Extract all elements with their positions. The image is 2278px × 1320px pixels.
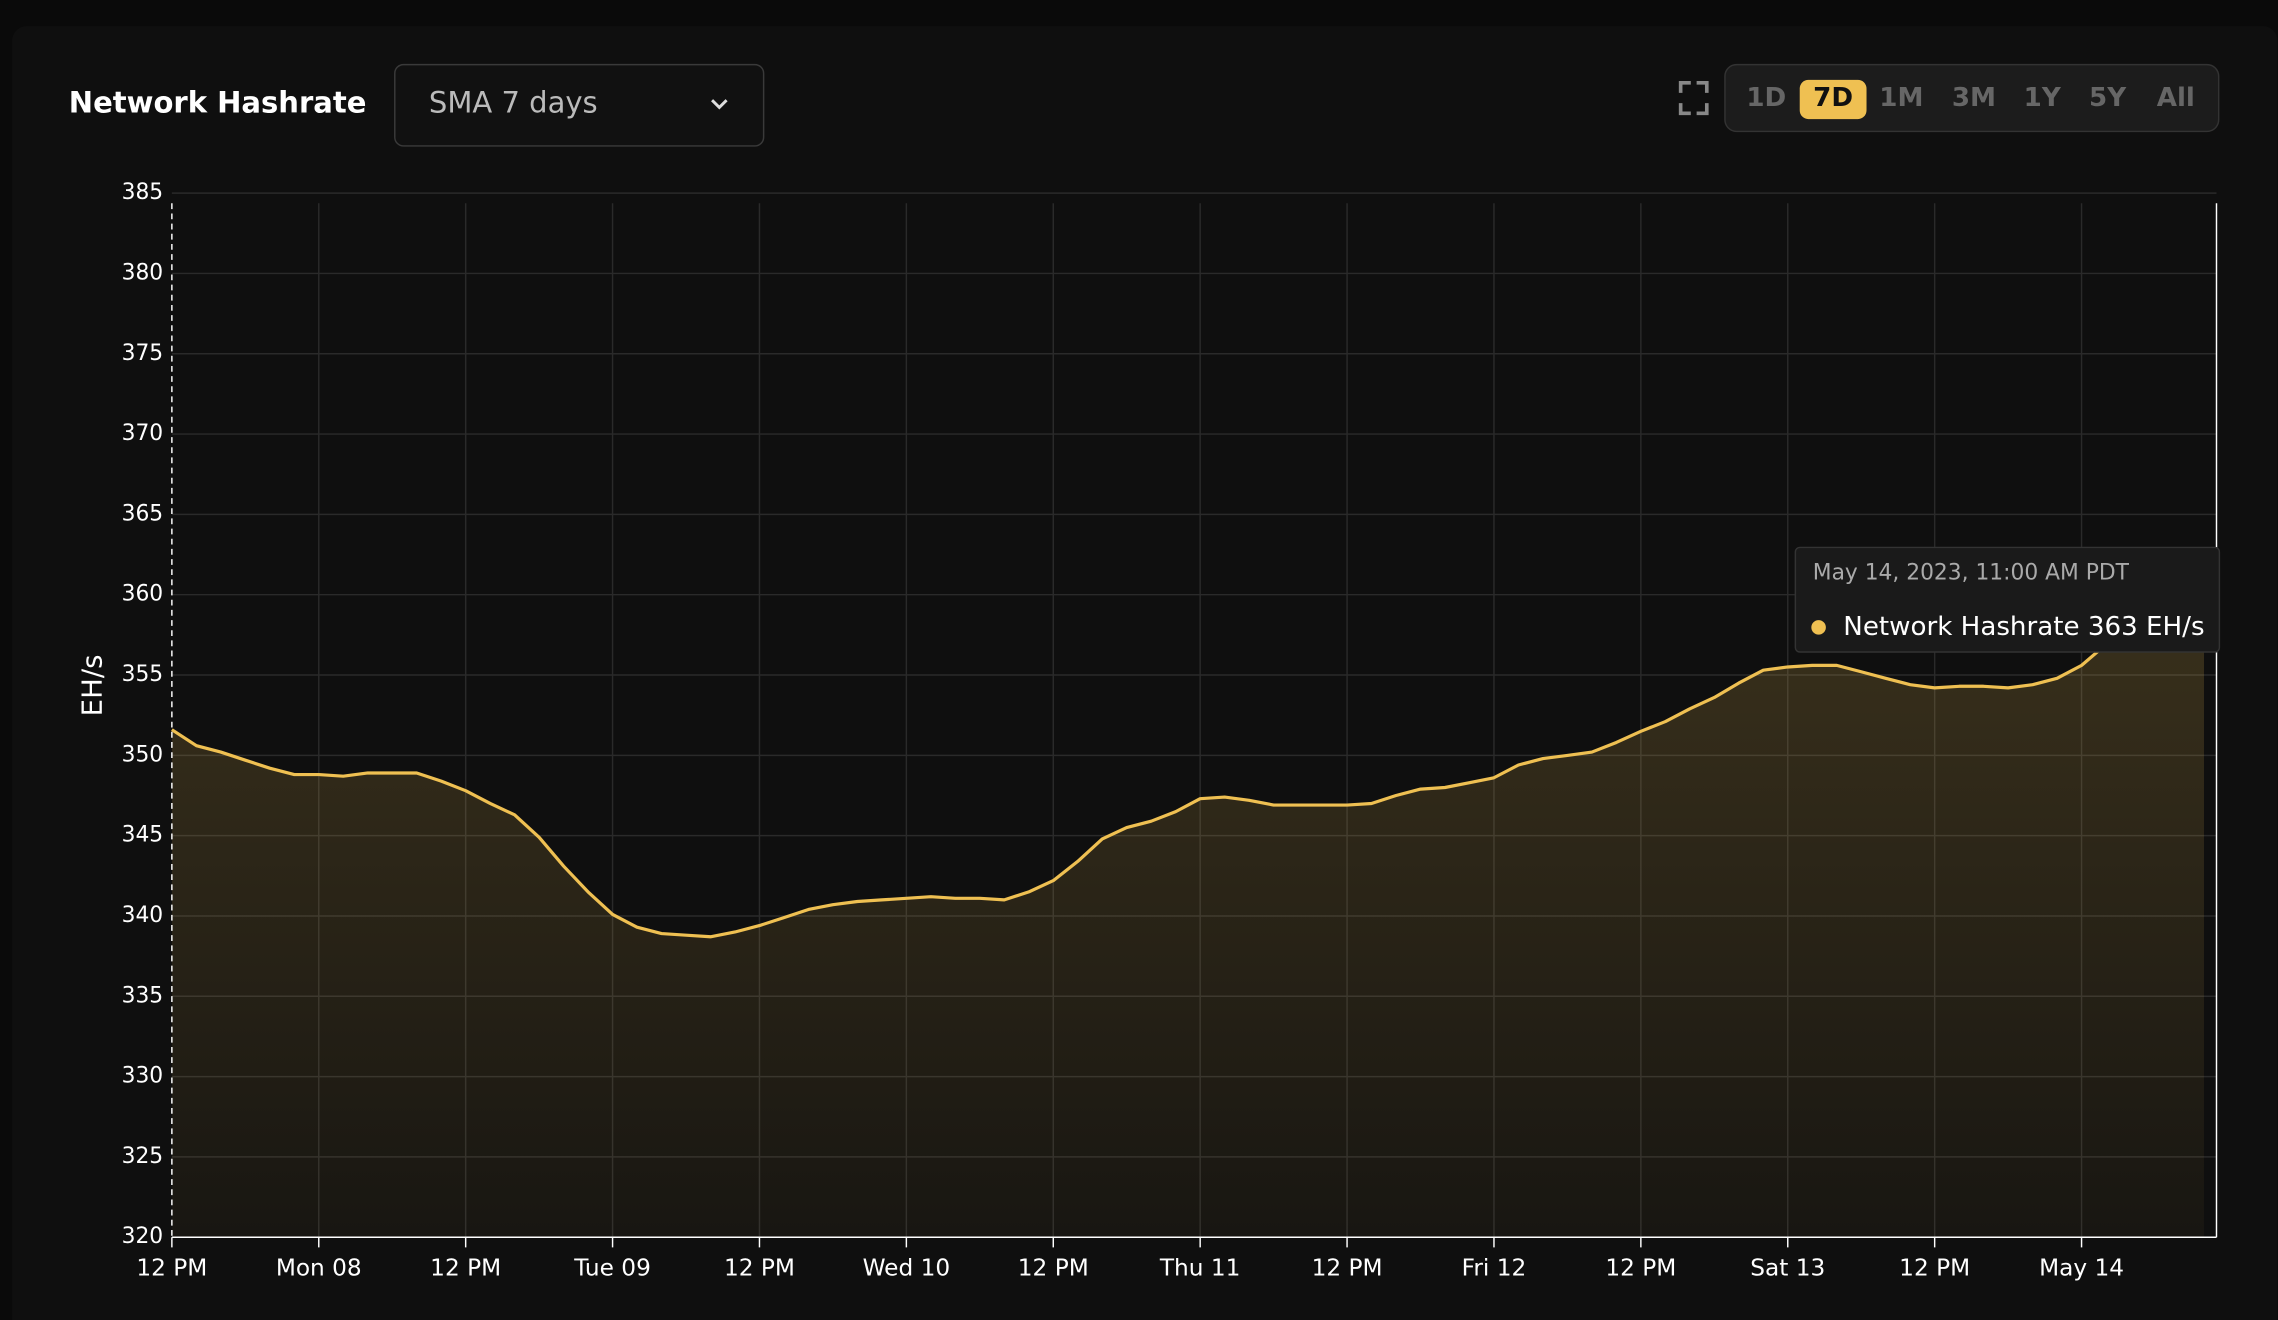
y-tick-label: 365 xyxy=(122,501,164,526)
x-tick-label: Sat 13 xyxy=(1750,1255,1825,1282)
tooltip-dot xyxy=(1811,620,1826,635)
tooltip xyxy=(1794,546,2221,653)
x-tick-label: Tue 09 xyxy=(573,1255,651,1282)
x-tick-label: 12 PM xyxy=(1018,1255,1089,1282)
x-tick-label: Wed 10 xyxy=(863,1255,951,1282)
y-tick-label: 375 xyxy=(122,341,164,366)
y-tick-label: 330 xyxy=(122,1064,164,1089)
x-tick-label: 12 PM xyxy=(1312,1255,1383,1282)
y-tick-label: 350 xyxy=(122,742,164,767)
y-tick-label: 340 xyxy=(122,903,164,928)
x-tick-label: 12 PM xyxy=(724,1255,795,1282)
y-tick-label: 355 xyxy=(122,662,164,687)
range-button[interactable]: 1M xyxy=(1879,83,1923,113)
y-tick-label: 320 xyxy=(122,1224,164,1249)
chart-title: Network Hashrate xyxy=(69,86,367,120)
x-tick-label: 12 PM xyxy=(1899,1255,1970,1282)
y-tick-label: 325 xyxy=(122,1144,164,1169)
x-tick-label: 12 PM xyxy=(1605,1255,1676,1282)
x-tick-label: Thu 11 xyxy=(1159,1255,1241,1282)
select-box[interactable] xyxy=(394,63,765,147)
line xyxy=(170,551,2206,939)
x-tick-label: 12 PM xyxy=(136,1255,207,1282)
range-button[interactable]: 7D xyxy=(1813,83,1853,113)
x-tick-label: Mon 08 xyxy=(276,1255,362,1282)
y-tick-label: 345 xyxy=(122,823,164,848)
y-tick-label: 385 xyxy=(122,180,164,205)
y-tick-label: 335 xyxy=(122,983,164,1008)
tooltip-text: Network Hashrate 363 EH/s xyxy=(1843,612,2204,642)
range-button[interactable]: 1D xyxy=(1746,83,1786,113)
y-tick-label: 370 xyxy=(122,421,164,446)
x-tick-label: May 14 xyxy=(2039,1255,2124,1282)
range-button[interactable]: 5Y xyxy=(2089,83,2127,113)
y-tick-label: 380 xyxy=(122,260,164,285)
tooltip-title: May 14, 2023, 11:00 AM PDT xyxy=(1813,561,2130,586)
y-tick-label: 360 xyxy=(122,582,164,607)
select[interactable]: SMA 7 days xyxy=(394,63,765,147)
range-button[interactable]: 1Y xyxy=(2024,83,2062,113)
x-tick-label: Fri 12 xyxy=(1462,1255,1527,1282)
chevron xyxy=(711,99,728,110)
range-button[interactable]: 3M xyxy=(1952,83,1996,113)
area xyxy=(171,552,2205,1238)
fullscreen-icon[interactable] xyxy=(1678,80,1709,116)
range-button[interactable]: All xyxy=(2157,83,2195,113)
y-axis-label: EH/s xyxy=(75,654,108,716)
select-label[interactable]: SMA 7 days xyxy=(429,86,598,120)
x-tick-label: 12 PM xyxy=(430,1255,501,1282)
range-active xyxy=(1799,79,1867,120)
